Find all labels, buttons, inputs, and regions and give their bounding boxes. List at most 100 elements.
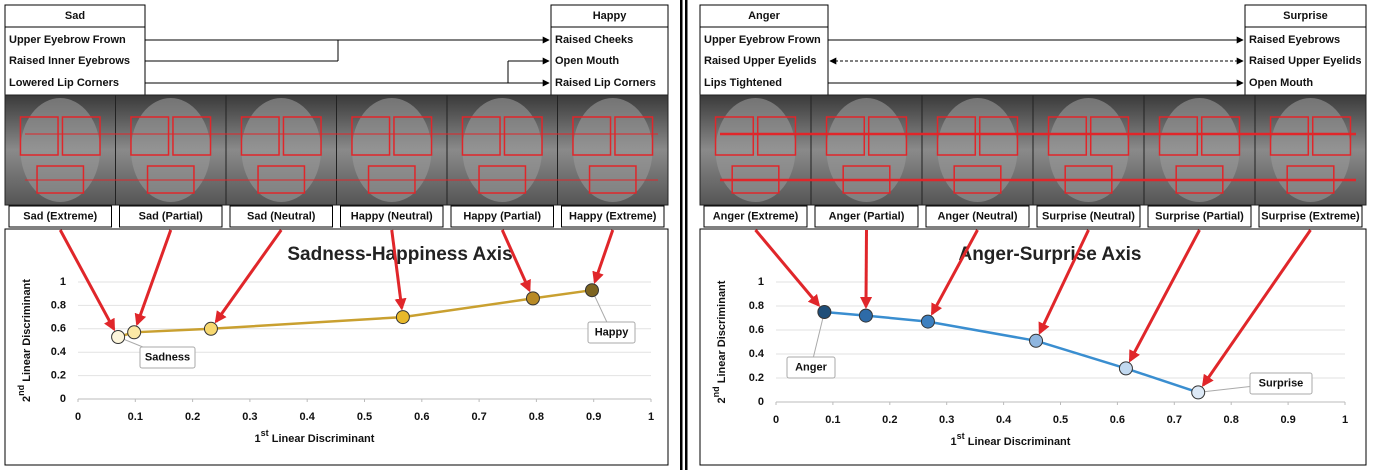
au-box-title: Happy [593,10,628,22]
au-item: Raised Cheeks [555,34,633,46]
face [716,98,796,202]
y-tick-label: 0.2 [749,372,764,384]
au-item: Open Mouth [555,55,619,67]
x-tick-label: 0 [75,411,81,423]
y-tick-label: 1 [758,276,764,288]
callout-label: Sadness [145,351,190,363]
face-label: Happy (Partial) [463,210,541,222]
y-tick-label: 1 [60,276,66,288]
x-tick-label: 0.2 [882,414,897,426]
y-tick-label: 0.6 [51,323,66,335]
x-tick-label: 0.6 [1110,414,1125,426]
face-label: Anger (Extreme) [713,210,799,222]
face [462,98,542,202]
x-axis-label-part: st [957,431,965,441]
data-point [112,330,125,343]
face-label: Sad (Extreme) [23,210,97,222]
face-label: Anger (Neutral) [937,210,1017,222]
face [1271,98,1351,202]
y-tick-label: 0.4 [749,348,765,360]
figure: Sad Upper Eyebrow Frown Raised Inner Eyebr… [0,0,1374,470]
x-tick-label: 0 [773,414,779,426]
face-label: Surprise (Partial) [1155,210,1244,222]
x-tick-label: 0.8 [529,411,544,423]
data-point [128,326,141,339]
y-axis-label-part: Linear Discriminant [21,279,33,385]
x-tick-label: 0.1 [825,414,840,426]
face-label: Sad (Neutral) [247,210,316,222]
x-tick-label: 0.7 [471,411,486,423]
face [352,98,432,202]
face [241,98,321,202]
pointer-arrow [866,230,867,307]
data-point [1192,386,1205,399]
data-point [396,311,409,324]
au-item: Raised Inner Eyebrows [9,55,130,67]
y-axis-label-part: Linear Discriminant [716,280,728,386]
y-tick-label: 0.2 [51,370,66,382]
x-tick-label: 0.9 [586,411,601,423]
au-item: Open Mouth [1249,77,1313,89]
face-label: Surprise (Neutral) [1042,210,1135,222]
x-tick-label: 0.2 [185,411,200,423]
au-box-title: Surprise [1283,10,1328,22]
data-point [585,284,598,297]
au-box-title: Anger [748,10,781,22]
face [131,98,211,202]
face-label: Surprise (Extreme) [1261,210,1360,222]
callout-label: Anger [795,361,828,373]
face [573,98,653,202]
y-tick-label: 0.8 [749,300,764,312]
face [1160,98,1240,202]
au-item: Lips Tightened [704,77,782,89]
face [1049,98,1129,202]
face-label: Sad (Partial) [139,210,204,222]
x-tick-label: 0.9 [1280,414,1295,426]
data-point [1119,362,1132,375]
data-point [1030,334,1043,347]
data-point [818,306,831,319]
x-tick-label: 0.1 [128,411,143,423]
au-item: Raised Upper Eyelids [1249,55,1362,67]
face-label: Happy (Neutral) [351,210,433,222]
face [938,98,1018,202]
data-point [859,309,872,322]
au-item: Raised Lip Corners [555,77,656,89]
x-axis-label-part: Linear Discriminant [269,433,375,445]
x-tick-label: 1 [648,411,654,423]
x-tick-label: 0.6 [414,411,429,423]
callout-label: Happy [595,326,630,338]
x-tick-label: 0.7 [1167,414,1182,426]
chart-title: Sadness-Happiness Axis [287,244,512,265]
x-tick-label: 1 [1342,414,1348,426]
divider [680,0,683,470]
au-item: Raised Eyebrows [1249,34,1340,46]
y-axis-label-part: nd [16,385,26,396]
y-tick-label: 0.8 [51,299,66,311]
au-item: Upper Eyebrow Frown [9,34,126,46]
chart-title: Anger-Surprise Axis [958,244,1141,265]
data-point [921,315,934,328]
y-tick-label: 0 [758,396,764,408]
x-tick-label: 0.5 [357,411,372,423]
face-label: Anger (Partial) [829,210,905,222]
x-tick-label: 0.4 [996,414,1012,426]
data-point [204,322,217,335]
y-tick-label: 0.4 [51,346,67,358]
x-axis-label-part: st [261,428,269,438]
x-axis-label-part: Linear Discriminant [965,436,1071,448]
au-item: Upper Eyebrow Frown [704,34,821,46]
x-tick-label: 0.3 [242,411,257,423]
callout-label: Surprise [1259,377,1304,389]
data-point [526,292,539,305]
au-item: Lowered Lip Corners [9,77,119,89]
y-axis-label-part: nd [711,386,721,397]
y-tick-label: 0.6 [749,324,764,336]
au-box-title: Sad [65,10,85,22]
face-label: Happy (Extreme) [569,210,657,222]
au-item: Raised Upper Eyelids [704,55,817,67]
y-tick-label: 0 [60,393,66,405]
x-tick-label: 0.3 [939,414,954,426]
x-tick-label: 0.4 [300,411,316,423]
x-tick-label: 0.5 [1053,414,1068,426]
